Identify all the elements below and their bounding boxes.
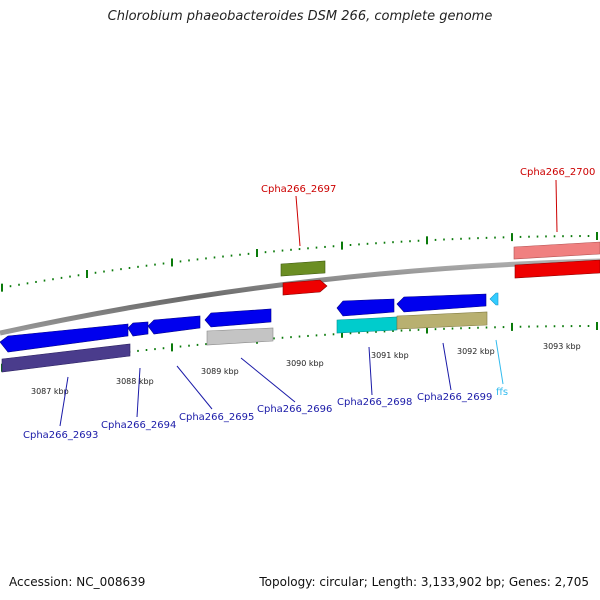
topology-text: Topology: circular; Length: 3,133,902 bp…	[259, 575, 589, 589]
gene-label-ffs[interactable]: ffs	[496, 387, 508, 398]
gene-label-cpha266-2695[interactable]: Cpha266_2695	[179, 412, 254, 423]
gene-arrow-cpha266-2694[interactable]	[127, 321, 149, 337]
gene-arrow-cpha266-2699[interactable]	[396, 293, 487, 313]
feature-bar-cpha266-2697[interactable]	[280, 260, 326, 277]
leader-line-cpha266-2699	[442, 342, 452, 391]
kbp-scale: 3087 kbp 3088 kbp 3089 kbp 3090 kbp 3091…	[31, 342, 581, 396]
leader-line-cpha266-2697	[295, 195, 301, 247]
kbp-label: 3089 kbp	[201, 367, 239, 376]
feature-bar-cpha266-2700[interactable]	[513, 241, 600, 260]
leader-line-cpha266-2698	[368, 346, 373, 396]
feature-bar-cpha266-2699[interactable]	[396, 311, 488, 330]
gene-arrows-plus-strand	[280, 241, 600, 296]
gene-arrow-ffs[interactable]	[489, 292, 499, 306]
figure-title: Chlorobium phaeobacteroides DSM 266, com…	[107, 9, 493, 24]
leader-line-cpha266-2693	[59, 376, 69, 427]
feature-bars-minus-strand	[1, 311, 488, 373]
gene-arrow-cpha266-2700[interactable]	[514, 259, 600, 279]
gene-arrow-cpha266-2693[interactable]	[0, 323, 129, 353]
leader-line-cpha266-2700	[555, 179, 558, 233]
upper-tick-row	[1, 232, 598, 292]
gene-arrow-cpha266-2698[interactable]	[336, 298, 395, 317]
gene-label-cpha266-2694[interactable]: Cpha266_2694	[101, 420, 176, 431]
kbp-label: 3088 kbp	[116, 377, 154, 386]
gene-arrows-minus-strand	[0, 292, 499, 353]
feature-bar-cpha266-2698[interactable]	[336, 316, 398, 334]
leader-line-ffs	[495, 339, 504, 385]
label-leader-lines	[59, 179, 558, 427]
gene-labels: Cpha266_2693 Cpha266_2694 Cpha266_2695 C…	[23, 167, 595, 441]
leader-line-cpha266-2694	[136, 367, 141, 418]
feature-bar-cpha266-2693[interactable]	[1, 343, 131, 373]
gene-arrow-cpha266-2697[interactable]	[282, 279, 328, 296]
gene-label-cpha266-2696[interactable]: Cpha266_2696	[257, 404, 332, 415]
feature-bar-cpha266-2696[interactable]	[206, 327, 274, 346]
kbp-label: 3093 kbp	[543, 342, 581, 351]
gene-label-cpha266-2693[interactable]: Cpha266_2693	[23, 430, 98, 441]
gene-label-cpha266-2697[interactable]: Cpha266_2697	[261, 184, 336, 195]
kbp-label: 3090 kbp	[286, 359, 324, 368]
gene-label-cpha266-2698[interactable]: Cpha266_2698	[337, 397, 412, 408]
gene-label-cpha266-2699[interactable]: Cpha266_2699	[417, 392, 492, 403]
gene-arrow-cpha266-2696[interactable]	[204, 308, 272, 328]
kbp-label: 3091 kbp	[371, 351, 409, 360]
gene-label-cpha266-2700[interactable]: Cpha266_2700	[520, 167, 595, 178]
kbp-label: 3087 kbp	[31, 387, 69, 396]
accession-text: Accession: NC_008639	[9, 575, 146, 589]
kbp-label: 3092 kbp	[457, 347, 495, 356]
leader-line-cpha266-2695	[176, 365, 213, 410]
gene-arrow-cpha266-2695[interactable]	[147, 315, 201, 335]
leader-line-cpha266-2696	[240, 357, 296, 403]
